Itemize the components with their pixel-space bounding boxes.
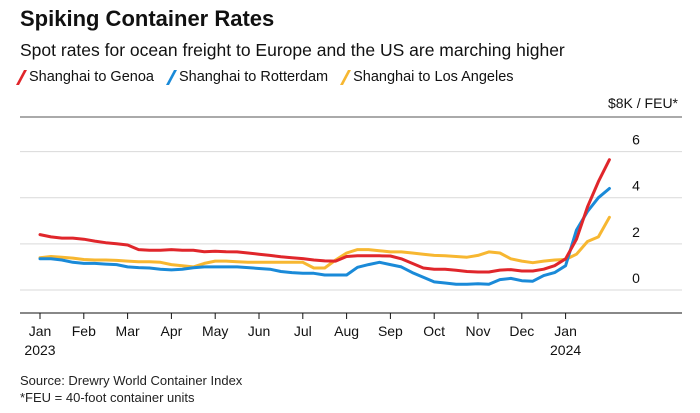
grid bbox=[20, 151, 682, 291]
chart-title: Spiking Container Rates bbox=[20, 6, 275, 31]
y-tick-label: 4 bbox=[632, 178, 640, 194]
series-line-shanghai-to-los-angeles bbox=[38, 215, 611, 270]
x-year-label: 2024 bbox=[550, 342, 581, 358]
x-tick-label: Jan bbox=[29, 323, 52, 339]
legend-item-los-angeles: Shanghai to Los Angeles bbox=[340, 69, 514, 85]
y-axis-labels: 0 2 4 6 bbox=[632, 132, 640, 286]
y-tick-label: 6 bbox=[632, 132, 640, 148]
x-tick-label: Jun bbox=[248, 323, 271, 339]
x-tick-label: Mar bbox=[116, 323, 140, 339]
chart-subtitle: Spot rates for ocean freight to Europe a… bbox=[20, 40, 565, 60]
x-tick-label: Sep bbox=[378, 323, 403, 339]
series-line-shanghai-to-genoa bbox=[38, 158, 611, 274]
x-tick-label: Jul bbox=[294, 323, 312, 339]
x-tick-label: Aug bbox=[334, 323, 359, 339]
y-tick-label: 0 bbox=[632, 270, 640, 286]
x-tick-label: May bbox=[202, 323, 228, 339]
x-tick-label: Jan bbox=[554, 323, 577, 339]
source-note: Source: Drewry World Container Index bbox=[20, 373, 243, 388]
legend-label-genoa: Shanghai to Genoa bbox=[29, 69, 154, 85]
x-tick-label: Apr bbox=[161, 323, 183, 339]
x-tick-label: Oct bbox=[423, 323, 445, 339]
x-tick-label: Nov bbox=[466, 323, 491, 339]
x-year-label: 2023 bbox=[24, 342, 55, 358]
x-tick-label: Feb bbox=[72, 323, 96, 339]
series-line-shanghai-to-rotterdam bbox=[38, 187, 611, 286]
feu-footnote: *FEU = 40-foot container units bbox=[20, 390, 195, 405]
y-axis-unit-label: $8K / FEU* bbox=[608, 95, 679, 111]
legend: Shanghai to Genoa Shanghai to Rotterdam … bbox=[16, 67, 530, 87]
legend-label-rotterdam: Shanghai to Rotterdam bbox=[178, 69, 329, 85]
y-tick-label: 2 bbox=[632, 224, 640, 240]
x-axis-ticks: Jan 2023 Feb Mar Apr May Jun Jul Aug Sep Oct Nov Dec… bbox=[24, 313, 581, 358]
legend-item-rotterdam: Shanghai to Rotterdam bbox=[165, 69, 329, 85]
legend-label-los-angeles: Shanghai to Los Angeles bbox=[353, 69, 514, 85]
x-tick-label: Dec bbox=[509, 323, 534, 339]
legend-item-genoa: Shanghai to Genoa bbox=[16, 69, 154, 85]
series bbox=[38, 158, 611, 286]
